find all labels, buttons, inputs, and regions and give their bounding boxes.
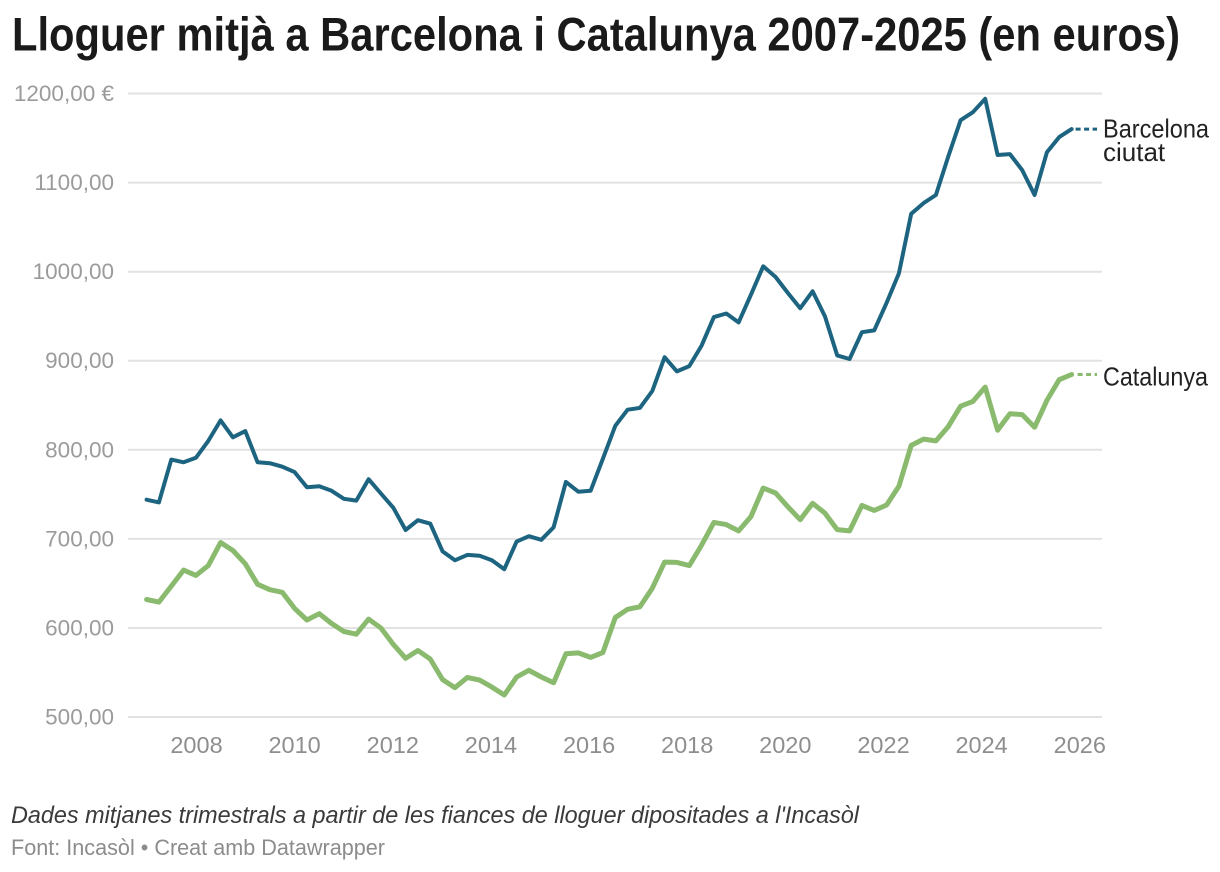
svg-text:Barcelona: Barcelona: [1103, 114, 1209, 144]
svg-text:2026: 2026: [1054, 732, 1106, 758]
svg-text:1000,00: 1000,00: [33, 259, 114, 284]
svg-text:Dades mitjanes trimestrals a p: Dades mitjanes trimestrals a partir de l…: [11, 802, 860, 829]
svg-text:ciutat: ciutat: [1103, 137, 1166, 167]
svg-text:Font: Incasòl • Creat amb Data: Font: Incasòl • Creat amb Datawrapper: [11, 835, 385, 860]
svg-text:2016: 2016: [563, 732, 615, 758]
svg-text:2008: 2008: [170, 732, 222, 758]
svg-text:800,00: 800,00: [45, 437, 114, 462]
svg-text:600,00: 600,00: [45, 616, 114, 641]
svg-text:2020: 2020: [759, 732, 811, 758]
svg-text:500,00: 500,00: [45, 705, 114, 730]
svg-text:2010: 2010: [268, 732, 320, 758]
svg-text:2014: 2014: [465, 732, 517, 758]
svg-text:2012: 2012: [367, 732, 419, 758]
svg-text:Lloguer mitjà a Barcelona i Ca: Lloguer mitjà a Barcelona i Catalunya 20…: [12, 8, 1180, 61]
svg-text:700,00: 700,00: [45, 526, 114, 551]
svg-text:Catalunya: Catalunya: [1103, 362, 1208, 392]
svg-text:2018: 2018: [661, 732, 713, 758]
svg-text:900,00: 900,00: [45, 348, 114, 373]
svg-text:2024: 2024: [955, 732, 1007, 758]
svg-text:1200,00 €: 1200,00 €: [14, 81, 115, 106]
svg-text:2022: 2022: [857, 732, 909, 758]
svg-text:1100,00: 1100,00: [34, 170, 114, 195]
